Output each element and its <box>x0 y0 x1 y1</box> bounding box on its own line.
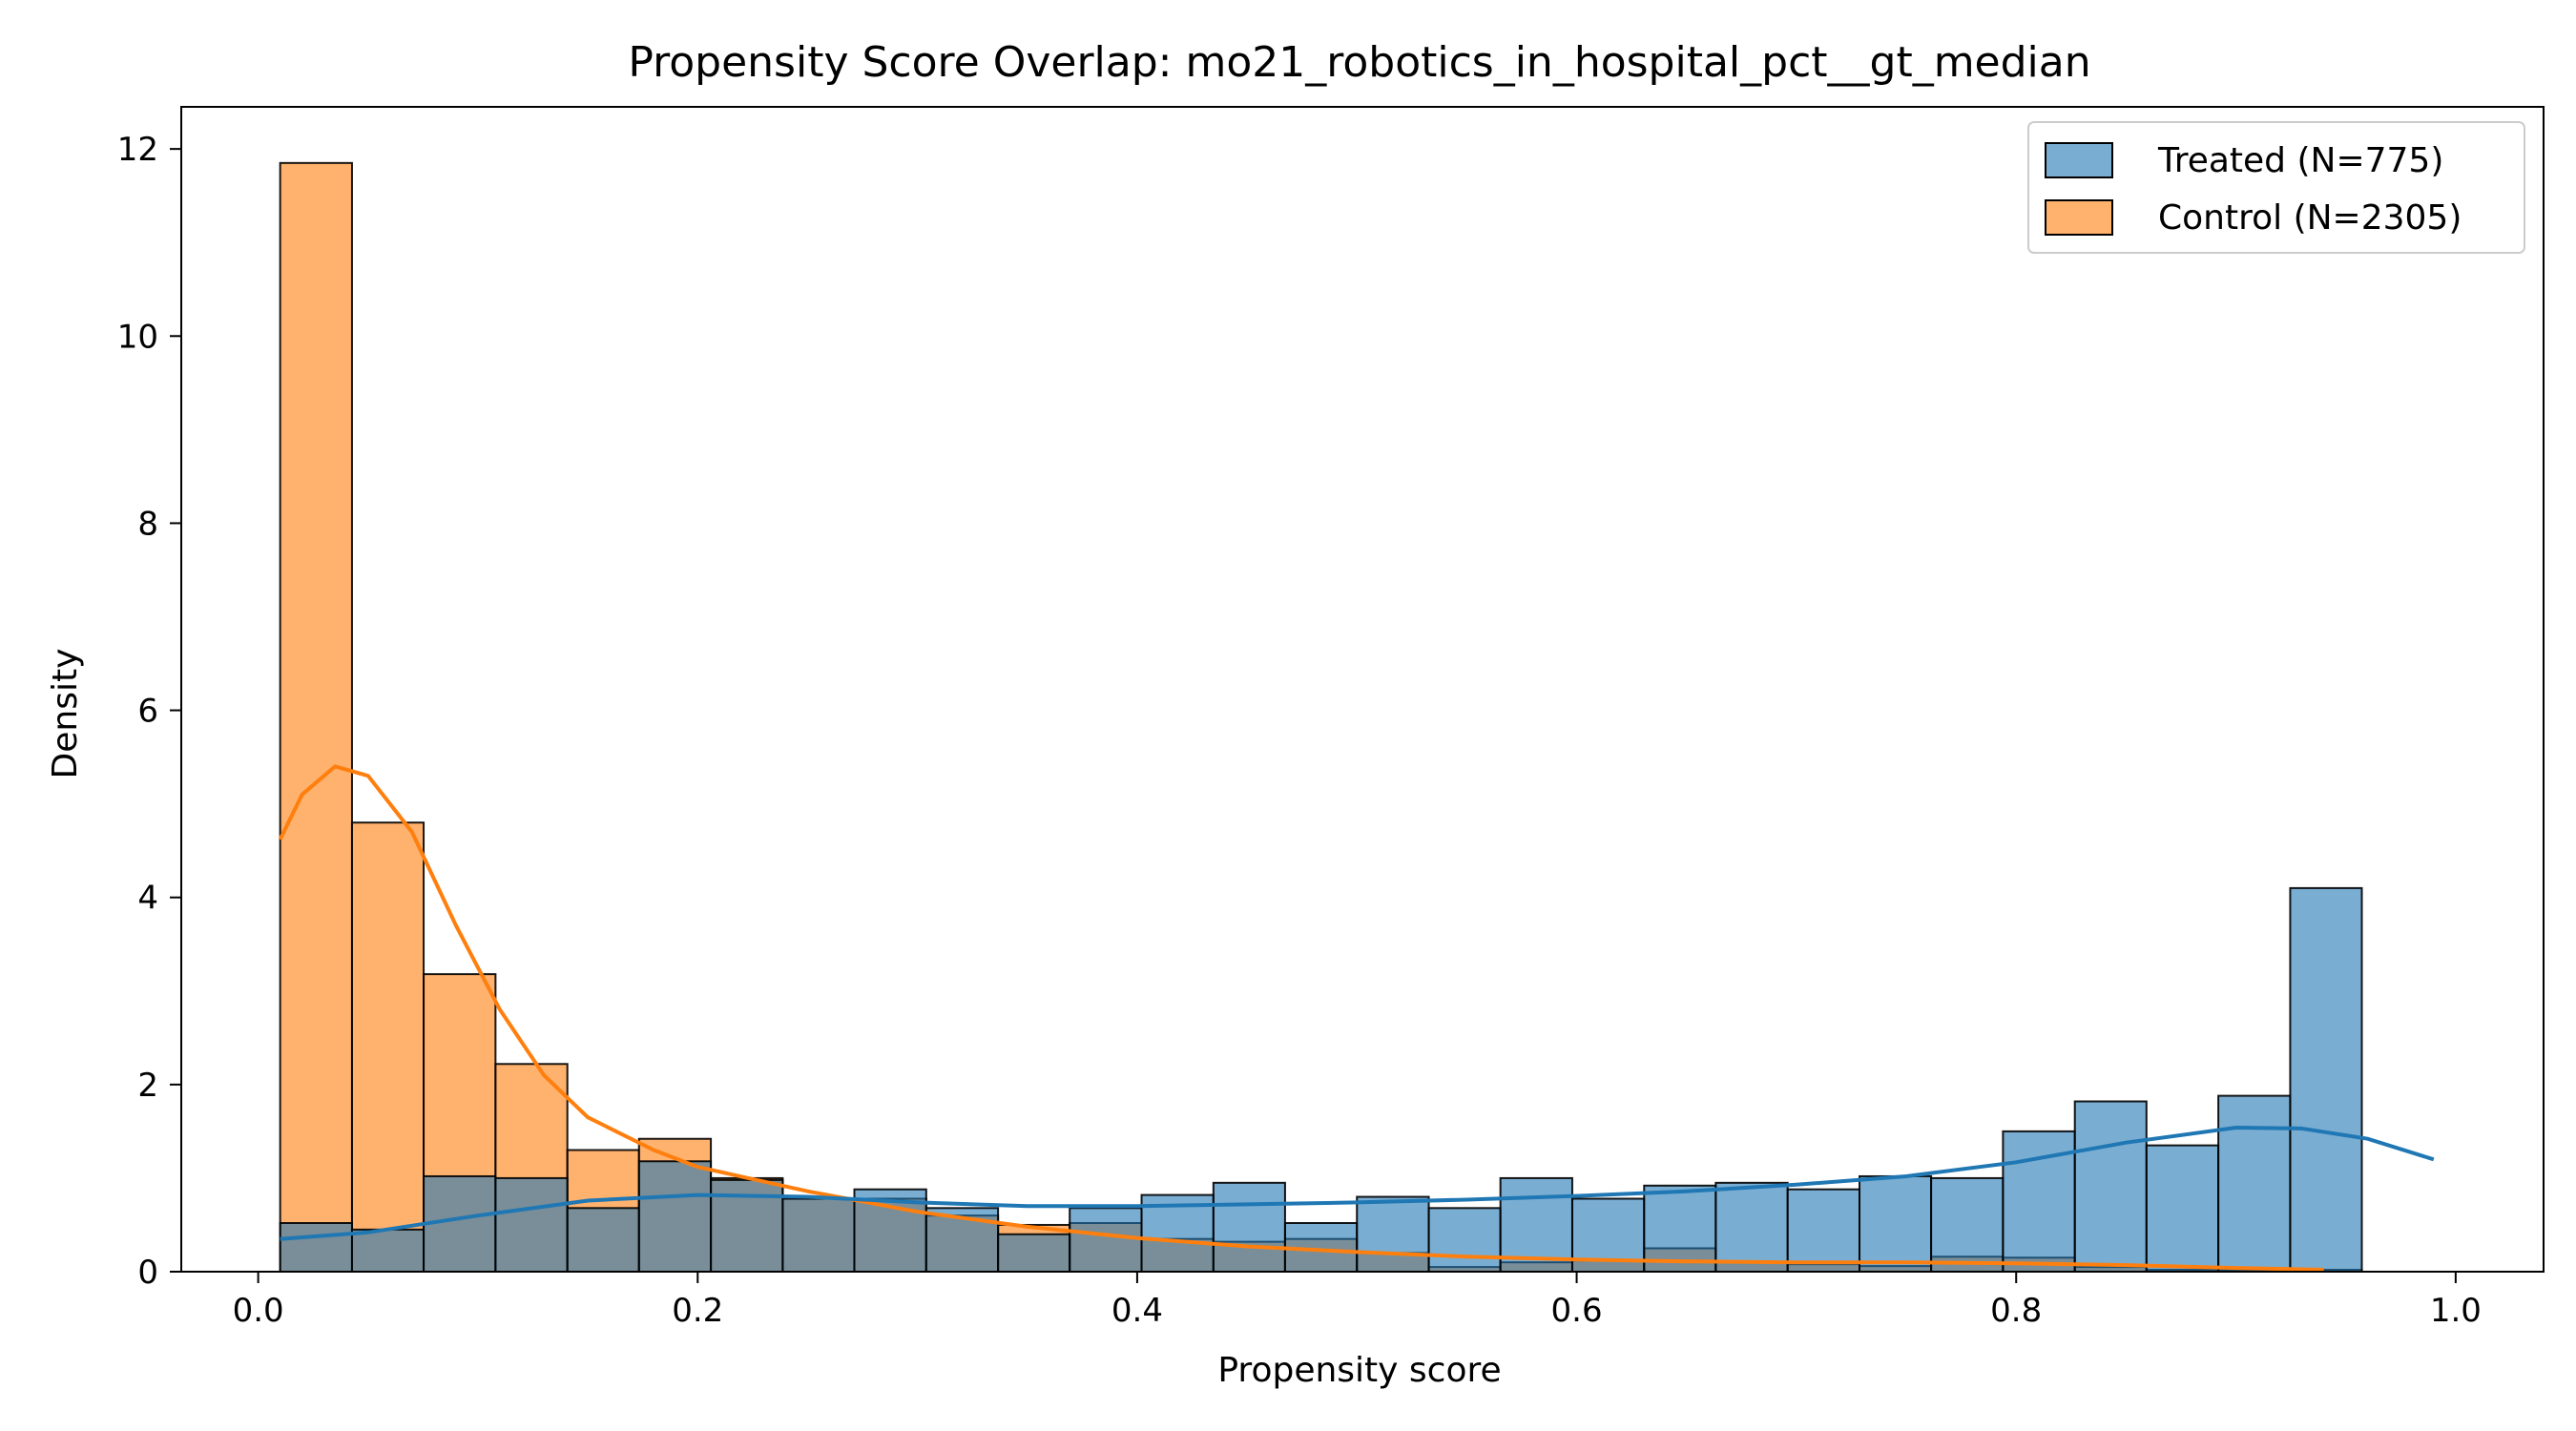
x-tick-label-5: 1.0 <box>2430 1292 2482 1330</box>
treated-bar-21 <box>1786 1188 1860 1274</box>
legend-label-treated: Treated (N=775) <box>2157 141 2443 180</box>
y-tick-label-5: 10 <box>117 318 158 356</box>
control-kde-line <box>278 764 2324 1272</box>
y-tick-label-2: 4 <box>137 880 158 918</box>
treated-bar-0 <box>279 1222 353 1274</box>
plot-frame <box>180 106 2545 1273</box>
treated-bar-1 <box>350 1228 426 1273</box>
x-axis-label: Propensity score <box>1217 1351 1501 1390</box>
control-bar-0 <box>279 161 353 1273</box>
treated-bar-22 <box>1858 1174 1933 1274</box>
treated-bar-13 <box>1212 1181 1286 1273</box>
legend-frame <box>2027 121 2525 254</box>
treated-bar-26 <box>2145 1144 2220 1273</box>
plot-area <box>278 161 2435 1274</box>
legend-swatch-treated <box>2045 142 2113 178</box>
treated-bar-10 <box>997 1233 1071 1274</box>
y-axis-label: Density <box>46 649 85 779</box>
x-tick-label-1: 0.2 <box>672 1292 723 1330</box>
chart-title: Propensity Score Overlap: mo21_robotics_… <box>628 38 2090 87</box>
treated-bar-3 <box>494 1176 569 1274</box>
treated-bar-28 <box>2289 886 2363 1273</box>
treated-bar-16 <box>1427 1207 1502 1273</box>
y-tick-label-0: 0 <box>137 1254 158 1292</box>
treated-bar-5 <box>637 1160 713 1273</box>
x-tick-label-0: 0.0 <box>233 1292 284 1330</box>
control-bar-1 <box>350 821 426 1273</box>
x-tick-label-2: 0.4 <box>1111 1292 1163 1330</box>
treated-bar-15 <box>1356 1195 1430 1273</box>
legend-swatch-control <box>2045 199 2113 236</box>
x-tick-label-4: 0.8 <box>1990 1292 2042 1330</box>
y-tick-label-1: 2 <box>137 1067 158 1105</box>
treated-bar-4 <box>566 1207 640 1273</box>
y-tick-label-3: 6 <box>137 693 158 731</box>
y-tick-label-6: 12 <box>117 131 158 169</box>
legend-label-control: Control (N=2305) <box>2158 198 2462 238</box>
treated-bars <box>279 886 2363 1274</box>
treated-bar-19 <box>1643 1184 1717 1273</box>
treated-bar-11 <box>1069 1207 1143 1273</box>
treated-kde-line <box>280 1125 2435 1241</box>
control-bars <box>279 161 2363 1274</box>
treated-bar-25 <box>2073 1100 2148 1273</box>
y-tick-label-4: 8 <box>137 505 158 543</box>
treated-bar-7 <box>781 1197 856 1274</box>
legend: Treated (N=775) Control (N=2305) <box>2027 121 2525 254</box>
treated-bar-23 <box>1930 1176 2005 1274</box>
y-axis: 0 2 4 6 8 10 12 <box>117 131 181 1292</box>
x-tick-label-3: 0.6 <box>1551 1292 1603 1330</box>
treated-bar-20 <box>1714 1181 1789 1273</box>
x-axis: 0.0 0.2 0.4 0.6 0.8 1.0 <box>233 1272 2482 1330</box>
treated-bar-27 <box>2217 1094 2292 1274</box>
